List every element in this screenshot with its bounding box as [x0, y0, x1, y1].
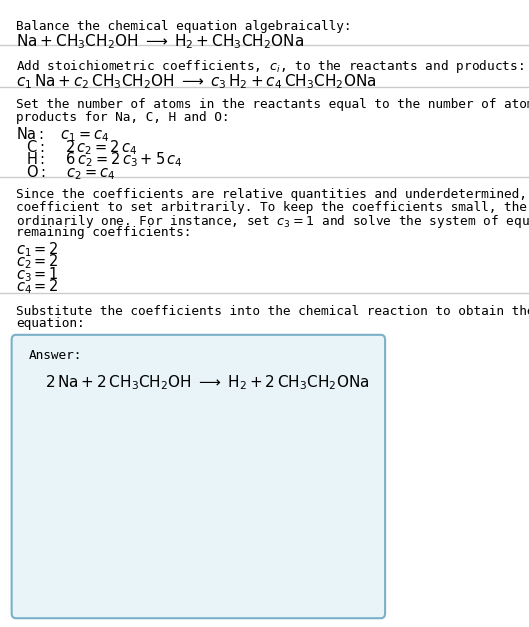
Text: coefficient to set arbitrarily. To keep the coefficients small, the arbitrary va: coefficient to set arbitrarily. To keep … [16, 201, 529, 214]
FancyBboxPatch shape [12, 335, 385, 618]
Text: Add stoichiometric coefficients, $c_i$, to the reactants and products:: Add stoichiometric coefficients, $c_i$, … [16, 58, 524, 75]
Text: $\mathrm{Na + CH_3CH_2OH \;\longrightarrow\; H_2 + CH_3CH_2ONa}$: $\mathrm{Na + CH_3CH_2OH \;\longrightarr… [16, 33, 304, 51]
Text: $c_1\,\mathrm{Na} + c_2\,\mathrm{CH_3CH_2OH} \;\longrightarrow\; c_3\,\mathrm{H_: $c_1\,\mathrm{Na} + c_2\,\mathrm{CH_3CH_… [16, 73, 376, 92]
Text: $2\,\mathrm{Na} + 2\,\mathrm{CH_3CH_2OH} \;\longrightarrow\; \mathrm{H_2} + 2\,\: $2\,\mathrm{Na} + 2\,\mathrm{CH_3CH_2OH}… [45, 373, 370, 392]
Text: $c_3 = 1$: $c_3 = 1$ [16, 265, 59, 284]
Text: ordinarily one. For instance, set $c_3 = 1$ and solve the system of equations fo: ordinarily one. For instance, set $c_3 =… [16, 213, 529, 230]
Text: products for Na, C, H and O:: products for Na, C, H and O: [16, 111, 230, 124]
Text: $c_1 = 2$: $c_1 = 2$ [16, 240, 59, 259]
Text: Balance the chemical equation algebraically:: Balance the chemical equation algebraica… [16, 20, 351, 33]
Text: equation:: equation: [16, 317, 85, 330]
Text: $\mathrm{C{:}}\quad\; 2\,c_2 = 2\,c_4$: $\mathrm{C{:}}\quad\; 2\,c_2 = 2\,c_4$ [26, 138, 138, 157]
Text: $\mathrm{Na{:}}\quad c_1 = c_4$: $\mathrm{Na{:}}\quad c_1 = c_4$ [16, 125, 110, 144]
Text: Set the number of atoms in the reactants equal to the number of atoms in the: Set the number of atoms in the reactants… [16, 98, 529, 112]
Text: remaining coefficients:: remaining coefficients: [16, 226, 191, 239]
Text: $c_4 = 2$: $c_4 = 2$ [16, 278, 59, 297]
Text: Answer:: Answer: [29, 349, 83, 362]
Text: $\mathrm{O{:}}\quad\; c_2 = c_4$: $\mathrm{O{:}}\quad\; c_2 = c_4$ [26, 163, 116, 182]
Text: $c_2 = 2$: $c_2 = 2$ [16, 253, 59, 271]
Text: Since the coefficients are relative quantities and underdetermined, choose a: Since the coefficients are relative quan… [16, 188, 529, 201]
Text: Substitute the coefficients into the chemical reaction to obtain the balanced: Substitute the coefficients into the che… [16, 305, 529, 318]
Text: $\mathrm{H{:}}\quad\; 6\,c_2 = 2\,c_3 + 5\,c_4$: $\mathrm{H{:}}\quad\; 6\,c_2 = 2\,c_3 + … [26, 150, 183, 169]
